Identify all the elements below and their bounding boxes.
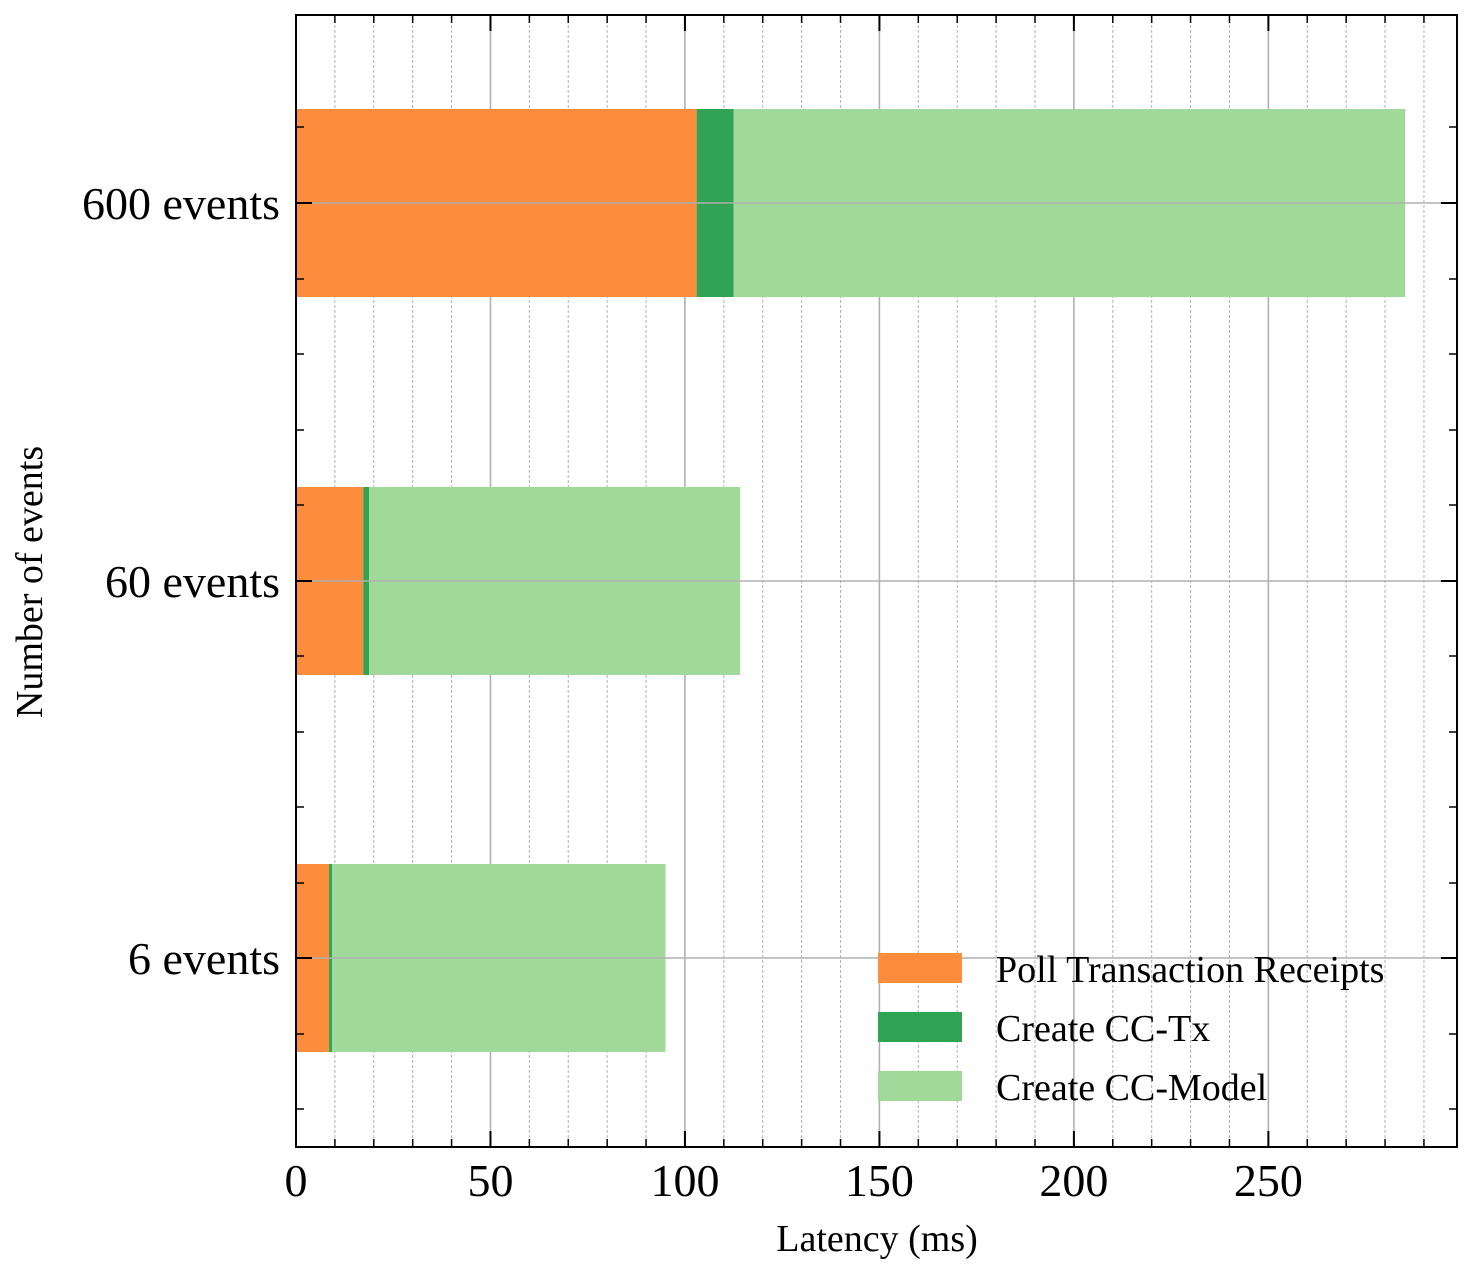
legend: Poll Transaction Receipts Create CC-Tx Cre… — [878, 949, 1384, 1109]
x-tick-label: 100 — [650, 1155, 719, 1206]
legend-label-create-cc-tx: Create CC-Tx — [996, 1008, 1210, 1050]
x-tick-label: 200 — [1039, 1155, 1108, 1206]
legend-label-poll-transaction-receipts: Poll Transaction Receipts — [996, 949, 1384, 991]
legend-swatch-create-cc-tx — [878, 1012, 962, 1042]
y-tick-label: 600 events — [82, 178, 280, 229]
axes-layer: 0 50 100 150 200 250 6 events 60 events 600 even… — [82, 14, 1458, 1206]
legend-swatch-poll-transaction-receipts — [878, 953, 962, 983]
y-axis-title: Number of events — [9, 446, 51, 718]
x-tick-label: 150 — [845, 1155, 914, 1206]
legend-label-create-cc-model: Create CC-Model — [996, 1067, 1267, 1109]
x-axis-title: Latency (ms) — [776, 1218, 978, 1260]
x-tick-label: 0 — [285, 1155, 308, 1206]
legend-swatch-create-cc-model — [878, 1071, 962, 1101]
x-tick-label: 50 — [467, 1155, 513, 1206]
x-tick-label: 250 — [1234, 1155, 1303, 1206]
y-tick-label: 60 events — [105, 556, 280, 607]
y-tick-label: 6 events — [128, 933, 280, 984]
